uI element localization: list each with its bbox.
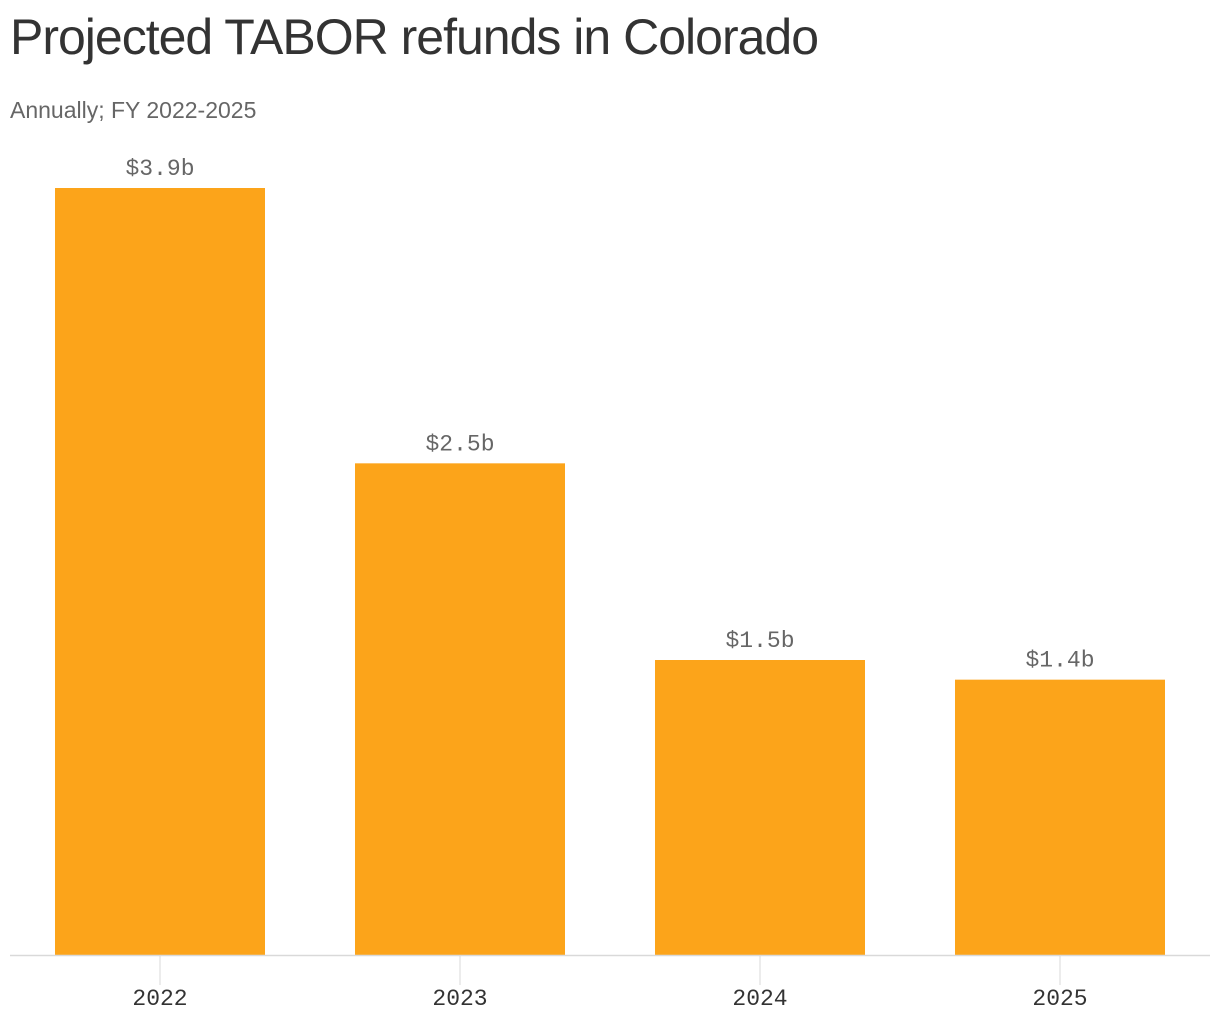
value-label-2022: $3.9b bbox=[125, 156, 194, 182]
chart-subtitle: Annually; FY 2022-2025 bbox=[10, 97, 257, 123]
bar-2022 bbox=[55, 188, 265, 955]
x-tick-label-2022: 2022 bbox=[132, 986, 187, 1012]
bar-2024 bbox=[655, 660, 865, 955]
x-tick-label-2025: 2025 bbox=[1032, 986, 1087, 1012]
value-label-2023: $2.5b bbox=[425, 431, 494, 457]
x-tick-label-2024: 2024 bbox=[732, 986, 787, 1012]
x-tick-label-2023: 2023 bbox=[432, 986, 487, 1012]
x-ticks-group bbox=[159, 955, 1061, 985]
bar-2023 bbox=[355, 463, 565, 955]
value-label-2025: $1.4b bbox=[1025, 648, 1094, 674]
bar-2025 bbox=[955, 679, 1165, 955]
x-tick-labels-group: 2022 2023 2024 2025 bbox=[132, 986, 1087, 1012]
value-labels-group: $3.9b $2.5b $1.5b $1.4b bbox=[125, 156, 1094, 674]
bars-group bbox=[55, 188, 1165, 955]
value-label-2024: $1.5b bbox=[725, 628, 794, 654]
chart-title: Projected TABOR refunds in Colorado bbox=[10, 9, 819, 65]
